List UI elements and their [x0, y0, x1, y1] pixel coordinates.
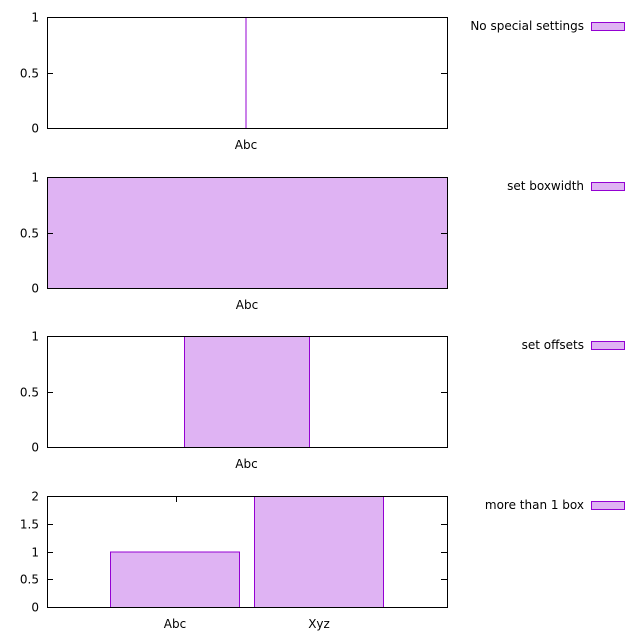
legend-swatch — [591, 22, 625, 31]
legend-swatch — [591, 341, 625, 350]
y-tick-label: 0.5 — [20, 386, 39, 400]
y-tick-label: 2 — [31, 490, 39, 504]
legend-label: No special settings — [470, 19, 584, 33]
y-tick-label: 0 — [31, 441, 39, 455]
x-tick-label: Abc — [235, 138, 257, 152]
x-tick-label: Abc — [235, 457, 257, 471]
legend-label: set boxwidth — [507, 179, 584, 193]
y-tick-label: 0 — [31, 282, 39, 296]
bar-xyz — [254, 496, 384, 608]
y-tick-label: 0 — [31, 122, 39, 136]
legend-swatch — [591, 501, 625, 510]
x-tick-label: Abc — [236, 298, 258, 312]
x-tick-label: Abc — [164, 617, 186, 631]
y-tick-label: 1 — [31, 546, 39, 560]
plot-frame — [47, 496, 448, 608]
legend-label: set offsets — [522, 338, 584, 352]
y-tick-label: 1.5 — [20, 518, 39, 532]
legend-swatch — [591, 182, 625, 191]
y-tick-label: 1 — [31, 171, 39, 185]
x-tick-label: Xyz — [308, 617, 330, 631]
legend-label: more than 1 box — [485, 498, 584, 512]
y-tick-label: 1 — [31, 330, 39, 344]
bar-abc — [110, 551, 240, 608]
y-tick-label: 0.5 — [20, 573, 39, 587]
plot-frame — [47, 17, 448, 129]
y-tick-label: 0.5 — [20, 67, 39, 81]
y-tick-label: 0.5 — [20, 227, 39, 241]
bar-abc — [47, 177, 448, 289]
y-tick-label: 1 — [31, 11, 39, 25]
y-tick-label: 0 — [31, 601, 39, 615]
bar-abc — [184, 336, 310, 448]
